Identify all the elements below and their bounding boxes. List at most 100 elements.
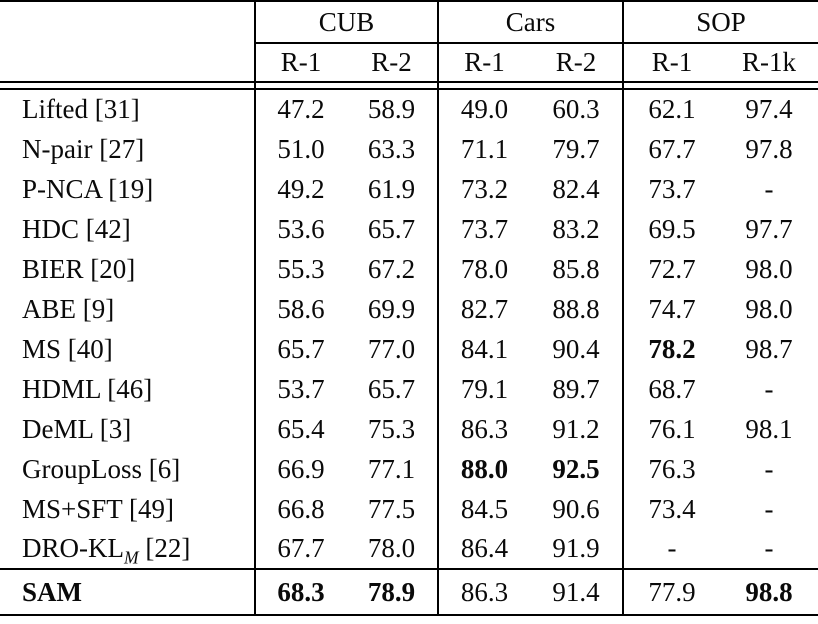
value-cell: 67.7 (622, 129, 720, 169)
spacer-cell (254, 82, 346, 90)
method-label-part: DRO-KL (22, 533, 124, 563)
method-cell: P-NCA [19] (22, 173, 154, 204)
value-cell: 73.4 (622, 489, 720, 529)
value-cell: 86.4 (437, 529, 530, 569)
value-cell: - (764, 173, 774, 204)
value-cell: 86.3 (437, 568, 530, 616)
value-cell: 68.7 (622, 369, 720, 409)
table-row: DRO-KLM [22] 67.7 78.0 86.4 91.9- - (0, 529, 818, 569)
value-cell: 73.2 (437, 169, 530, 209)
subcol-header-row: R-1 R-2 R-1 R-2 R-1 R-1k (0, 43, 818, 83)
spacer-cell (0, 82, 255, 90)
value-cell: 90.6 (552, 493, 600, 524)
value-cell: 69.5 (622, 209, 720, 249)
value-cell: 69.9 (367, 293, 416, 324)
value-cell: 91.2 (552, 413, 600, 444)
value-cell: 62.1 (622, 89, 720, 129)
corner-cell-2 (0, 43, 255, 83)
table-row: GroupLoss [6] 66.9 77.1 88.0 92.5 76.3 - (0, 449, 818, 489)
value-cell: 58.6 (254, 289, 346, 329)
value-cell: - (764, 533, 774, 563)
value-cell: 66.8 (254, 489, 346, 529)
value-cell: 65.4 (254, 409, 346, 449)
value-cell: 98.1 (745, 413, 793, 444)
group-header-row: CUB Cars SOP (0, 0, 818, 44)
value-cell: 61.9 (367, 173, 416, 204)
value-cell: 77.9 (622, 568, 720, 616)
value-cell: 78.2 (622, 329, 720, 369)
table-row: MS+SFT [49] 66.8 77.5 84.5 90.6 73.4 - (0, 489, 818, 529)
group-header-cars: Cars (437, 0, 623, 44)
method-cell: HDML [46] (22, 373, 153, 404)
table-row: BIER [20] 55.3 67.2 78.0 85.8 72.7 98.0 (0, 249, 818, 289)
method-label-part: [22] (138, 533, 191, 563)
method-cell: Lifted [31] (22, 94, 140, 124)
table-row: MS [40] 65.7 77.0 84.1 90.4 78.2 98.7 (0, 329, 818, 369)
value-cell: 76.1 (622, 409, 720, 449)
value-cell: 83.2 (552, 213, 600, 244)
group-header-cub: CUB (254, 0, 438, 44)
value-cell: 77.1 (367, 453, 416, 484)
value-cell: 82.7 (437, 289, 530, 329)
value-cell: 75.3 (367, 413, 416, 444)
method-cell: MS [40] (22, 333, 113, 364)
group-header-sop: SOP (622, 0, 818, 44)
value-cell: 65.7 (367, 373, 416, 404)
value-cell: - (764, 453, 774, 484)
value-cell: 77.5 (367, 493, 416, 524)
spacer-cell (720, 82, 818, 90)
value-cell: 49.0 (437, 89, 530, 129)
method-cell: N-pair [27] (22, 133, 145, 164)
value-cell: 47.2 (254, 89, 346, 129)
table-row: SAM 68.3 78.9 86.3 91.4 77.9 98.8 (0, 568, 818, 616)
value-cell: 82.4 (552, 173, 600, 204)
value-cell: 58.9 (367, 94, 416, 124)
table-header: CUB Cars SOP R-1 R-2 R-1 R-2 R-1 R-1k (0, 0, 818, 90)
table-row: ABE [9] 58.6 69.9 82.7 88.8 74.7 98.0 (0, 289, 818, 329)
value-cell: 60.3 (552, 94, 600, 124)
value-cell: 98.8 (720, 568, 818, 616)
value-cell: 76.3 (622, 449, 720, 489)
table-row: N-pair [27] 51.0 63.3 71.1 79.7 67.7 97.8 (0, 129, 818, 169)
value-cell: 53.6 (254, 209, 346, 249)
value-cell: 65.7 (367, 213, 416, 244)
table-body: Lifted [31] 47.2 58.9 49.0 60.3 62.1 97.4 N-pai… (0, 89, 818, 616)
value-cell: 88.0 (437, 449, 530, 489)
value-cell: 55.3 (254, 249, 346, 289)
spacer-cell (346, 82, 438, 90)
value-cell: 91.4 (530, 568, 623, 616)
value-cell: 72.7 (622, 249, 720, 289)
value-cell: 98.7 (745, 333, 793, 364)
value-cell: 85.8 (552, 253, 600, 284)
spacer-cell (437, 82, 530, 90)
value-cell: 71.1 (437, 129, 530, 169)
value-cell: 68.3 (254, 568, 346, 616)
value-cell: 97.7 (745, 213, 793, 244)
value-cell: 63.3 (367, 133, 416, 164)
value-cell: 67.7 (254, 529, 346, 569)
value-cell: 74.7 (622, 289, 720, 329)
value-cell: 97.4 (745, 94, 793, 124)
value-cell: - (622, 529, 720, 569)
value-cell: 89.7 (552, 373, 600, 404)
method-cell: ABE [9] (22, 293, 115, 324)
value-cell: 78.0 (437, 249, 530, 289)
subcol-header-sop-r-1k: R-1k (720, 43, 818, 83)
spacer-cell (530, 82, 623, 90)
value-cell: 78.9 (346, 568, 438, 616)
value-cell: 49.2 (254, 169, 346, 209)
method-cell: GroupLoss [6] (22, 453, 181, 484)
value-cell: 65.7 (254, 329, 346, 369)
value-cell: 77.0 (367, 333, 416, 364)
value-cell: 90.4 (552, 333, 600, 364)
method-cell: BIER [20] (22, 253, 136, 284)
value-cell: 66.9 (254, 449, 346, 489)
subcol-header-cub-r-1: R-1 (254, 43, 346, 83)
subcol-header-cub-r-2: R-2 (346, 43, 438, 83)
value-cell: 84.1 (437, 329, 530, 369)
table-row: HDML [46] 53.7 65.7 79.1 89.7 68.7 - (0, 369, 818, 409)
method-cell: SAM (0, 568, 255, 616)
value-cell: 91.9 (552, 533, 600, 563)
